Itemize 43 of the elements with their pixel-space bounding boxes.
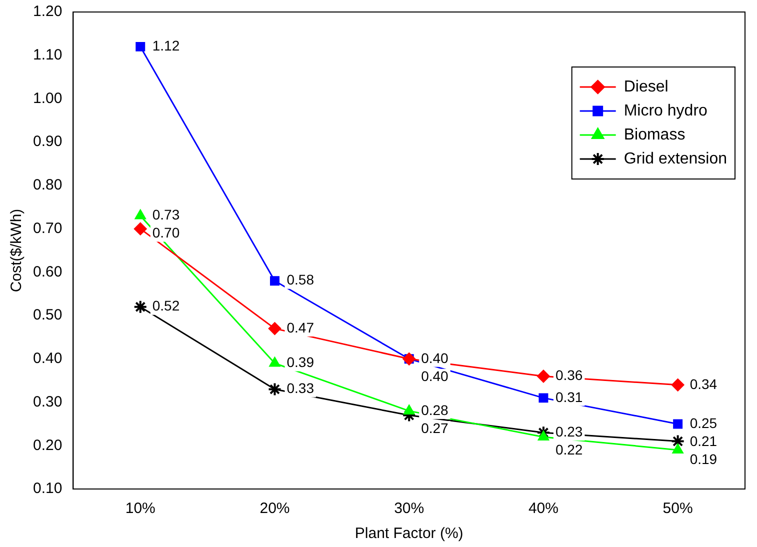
data-label: 0.47 bbox=[286, 319, 314, 336]
x-tick-label: 20% bbox=[260, 500, 290, 518]
data-label: 0.22 bbox=[555, 441, 583, 458]
y-tick-label: 0.40 bbox=[32, 350, 62, 368]
data-label: 0.58 bbox=[286, 272, 314, 288]
data-label: 0.23 bbox=[555, 423, 583, 440]
data-label: 0.40 bbox=[421, 350, 449, 366]
y-tick-label: 0.50 bbox=[32, 306, 62, 324]
x-tick-label: 30% bbox=[394, 500, 424, 518]
y-tick-label: 1.10 bbox=[32, 46, 62, 64]
data-label: 0.28 bbox=[421, 402, 449, 418]
y-tick-label: 0.60 bbox=[32, 263, 62, 280]
data-label: 0.27 bbox=[421, 420, 449, 436]
data-label: 1.12 bbox=[152, 38, 180, 54]
data-label: 0.21 bbox=[690, 432, 718, 449]
data-label: 0.36 bbox=[555, 367, 583, 384]
data-label: 0.31 bbox=[555, 388, 583, 405]
y-tick-label: 0.30 bbox=[32, 393, 62, 410]
x-axis-title: Plant Factor (%) bbox=[354, 525, 464, 542]
legend-label: Grid extension bbox=[624, 150, 728, 168]
y-tick-label: 0.10 bbox=[32, 480, 62, 498]
data-label: 0.19 bbox=[690, 450, 718, 467]
y-axis-title: Cost($/kWh) bbox=[8, 208, 26, 292]
legend-label: Diesel bbox=[624, 78, 668, 96]
y-tick-label: 0.70 bbox=[32, 220, 62, 237]
data-label: 0.39 bbox=[286, 354, 314, 370]
legend-label: Biomass bbox=[624, 126, 686, 144]
data-label: 0.73 bbox=[152, 206, 180, 223]
y-tick-label: 1.00 bbox=[32, 90, 62, 107]
data-label: 0.70 bbox=[152, 224, 180, 241]
x-tick-label: 50% bbox=[662, 500, 693, 518]
y-tick-label: 1.20 bbox=[32, 3, 62, 20]
x-tick-label: 40% bbox=[528, 500, 558, 518]
y-tick-label: 0.90 bbox=[32, 133, 62, 150]
data-label: 0.34 bbox=[690, 376, 718, 392]
data-label: 0.25 bbox=[690, 414, 718, 431]
data-label: 0.40 bbox=[421, 368, 449, 384]
legend-label: Micro hydro bbox=[624, 102, 708, 120]
data-label: 0.33 bbox=[286, 380, 314, 396]
y-tick-label: 0.80 bbox=[32, 176, 62, 194]
x-tick-label: 10% bbox=[125, 500, 156, 518]
y-tick-label: 0.20 bbox=[32, 436, 62, 454]
data-label: 0.52 bbox=[152, 298, 180, 314]
